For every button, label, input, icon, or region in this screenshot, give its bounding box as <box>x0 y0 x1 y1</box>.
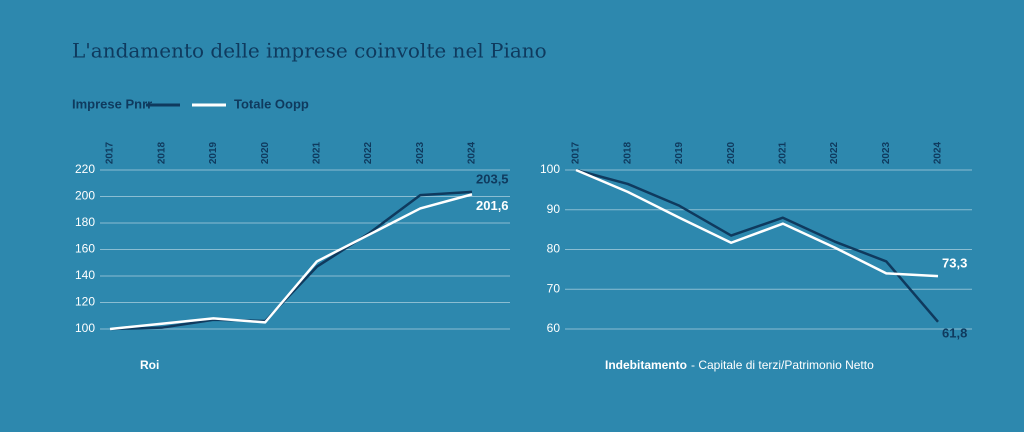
y-tick-label: 180 <box>75 215 95 229</box>
legend-label: Imprese Pnrr <box>72 96 152 111</box>
x-tick-label: 2018 <box>622 141 633 164</box>
x-tick-label: 2022 <box>829 141 840 164</box>
y-tick-label: 140 <box>75 268 95 282</box>
series-line <box>575 168 939 278</box>
y-tick-label: 100 <box>75 321 95 335</box>
value-label: 61,8 <box>942 325 967 340</box>
title: L'andamento delle imprese coinvolte nel … <box>72 39 547 63</box>
x-tick-label: 2019 <box>674 141 685 164</box>
x-tick-label: 2024 <box>933 141 944 164</box>
x-tick-label: 2021 <box>311 141 322 164</box>
x-tick-label: 2018 <box>156 141 167 164</box>
x-tick-label: 2023 <box>881 141 892 164</box>
series-line <box>109 193 473 331</box>
x-tick-label: 2017 <box>571 141 582 164</box>
value-label: 73,3 <box>942 256 967 271</box>
series-line <box>575 168 939 323</box>
x-axis-label: Roi <box>140 358 159 372</box>
y-tick-label: 100 <box>540 162 560 176</box>
legend-label: Totale Oopp <box>234 96 309 111</box>
x-axis-label-main: Indebitamento <box>605 358 687 372</box>
y-tick-label: 70 <box>547 281 561 295</box>
x-tick-label: 2023 <box>415 141 426 164</box>
y-tick-label: 120 <box>75 295 95 309</box>
x-tick-label: 2022 <box>363 141 374 164</box>
y-tick-label: 220 <box>75 162 95 176</box>
x-tick-label: 2017 <box>105 141 116 164</box>
x-tick-label: 2024 <box>467 141 478 164</box>
x-axis-label-note: - Capitale di terzi/Patrimonio Netto <box>691 358 874 372</box>
x-tick-label: 2020 <box>260 141 271 164</box>
y-tick-label: 60 <box>547 321 561 335</box>
series-line <box>109 190 473 331</box>
y-tick-label: 80 <box>547 242 561 256</box>
y-tick-label: 200 <box>75 189 95 203</box>
x-axis-label-main: Roi <box>140 358 159 372</box>
x-axis-label: Indebitamento - Capitale di terzi/Patrimo… <box>605 358 874 372</box>
x-tick-label: 2019 <box>208 141 219 164</box>
y-tick-label: 90 <box>547 202 561 216</box>
y-tick-label: 160 <box>75 242 95 256</box>
value-label: 201,6 <box>476 198 509 213</box>
x-tick-label: 2021 <box>777 141 788 164</box>
value-label: 203,5 <box>476 171 509 186</box>
x-tick-label: 2020 <box>726 141 737 164</box>
